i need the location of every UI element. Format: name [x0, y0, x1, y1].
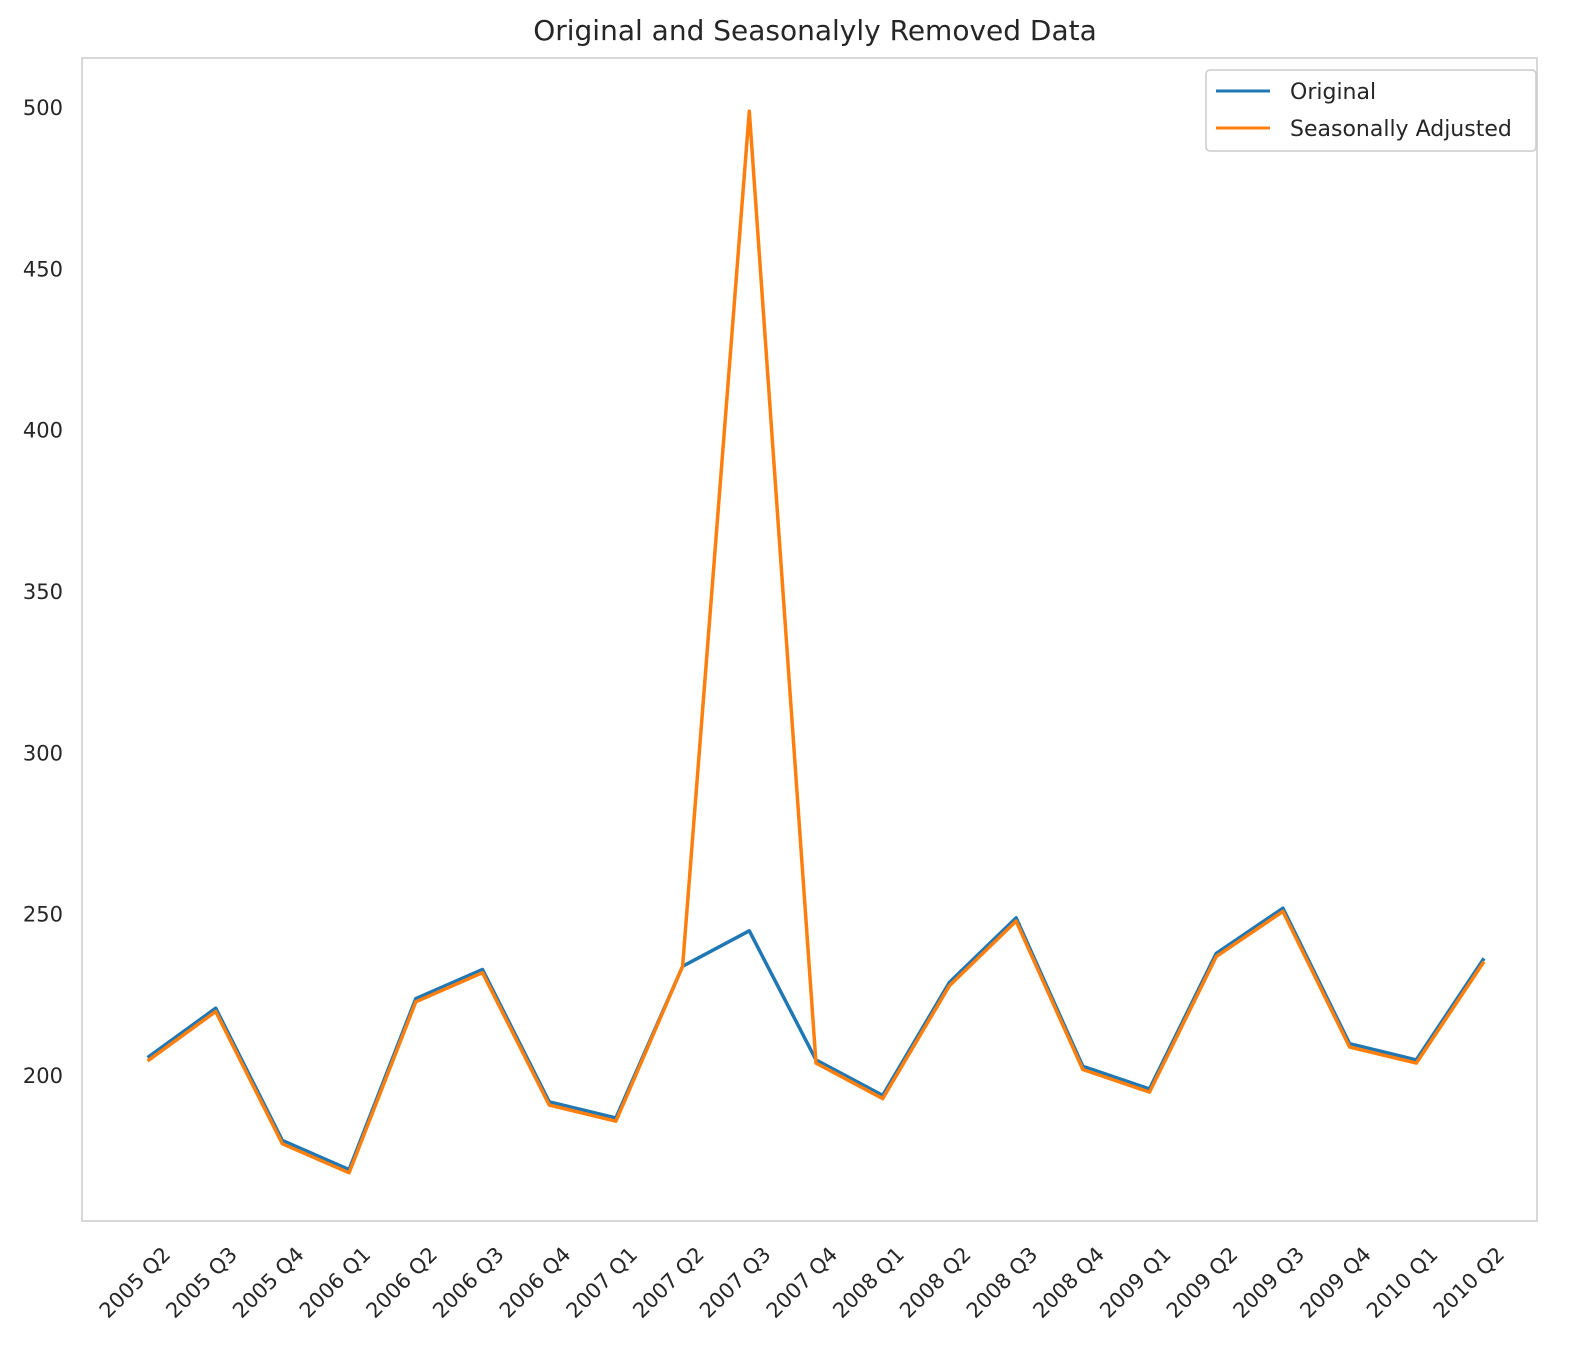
- x-tick-label: 2005 Q2: [95, 1242, 176, 1323]
- x-tick-label: 2006 Q4: [495, 1242, 576, 1323]
- y-tick-label: 200: [23, 1064, 63, 1088]
- x-tick-label: 2006 Q1: [295, 1242, 376, 1323]
- y-tick-label: 300: [23, 741, 63, 765]
- x-tick-label: 2007 Q2: [628, 1242, 709, 1323]
- x-tick-label: 2008 Q4: [1028, 1242, 1109, 1323]
- x-tick-label: 2009 Q4: [1295, 1242, 1376, 1323]
- legend-box: [1205, 69, 1537, 152]
- chart-title: Original and Seasonalyly Removed Data: [533, 14, 1097, 47]
- x-tick-label: 2005 Q4: [228, 1242, 309, 1323]
- plot-area: [81, 57, 1538, 1222]
- x-tick-label: 2009 Q3: [1229, 1242, 1310, 1323]
- y-tick-label: 350: [23, 580, 63, 604]
- legend: Original Seasonally Adjusted: [1205, 69, 1537, 152]
- legend-label-original: Original: [1290, 80, 1376, 105]
- x-tick-label: 2008 Q1: [828, 1242, 909, 1323]
- x-tick-label: 2010 Q1: [1362, 1242, 1443, 1323]
- y-tick-label: 500: [23, 96, 63, 120]
- x-tick-label: 2006 Q2: [361, 1242, 442, 1323]
- y-tick-label: 250: [23, 903, 63, 927]
- x-tick-label: 2008 Q3: [962, 1242, 1043, 1323]
- series-line-seasonally-adjusted: [146, 109, 1486, 1175]
- x-tick-label: 2009 Q2: [1162, 1242, 1243, 1323]
- x-tick-label: 2009 Q1: [1095, 1242, 1176, 1323]
- legend-label-seasonally-adjusted: Seasonally Adjusted: [1290, 117, 1512, 142]
- x-tick-label: 2007 Q3: [695, 1242, 776, 1323]
- series-lines: [146, 109, 1486, 1175]
- y-axis-ticks: 200 250 300 350 400 450 500: [23, 96, 63, 1088]
- x-tick-label: 2008 Q2: [895, 1242, 976, 1323]
- x-tick-label: 2007 Q4: [762, 1242, 843, 1323]
- x-tick-label: 2007 Q1: [562, 1242, 643, 1323]
- x-tick-label: 2005 Q3: [161, 1242, 242, 1323]
- x-tick-label: 2006 Q3: [428, 1242, 509, 1323]
- y-tick-label: 450: [23, 257, 63, 281]
- x-tick-label: 2010 Q2: [1429, 1242, 1510, 1323]
- y-tick-label: 400: [23, 419, 63, 443]
